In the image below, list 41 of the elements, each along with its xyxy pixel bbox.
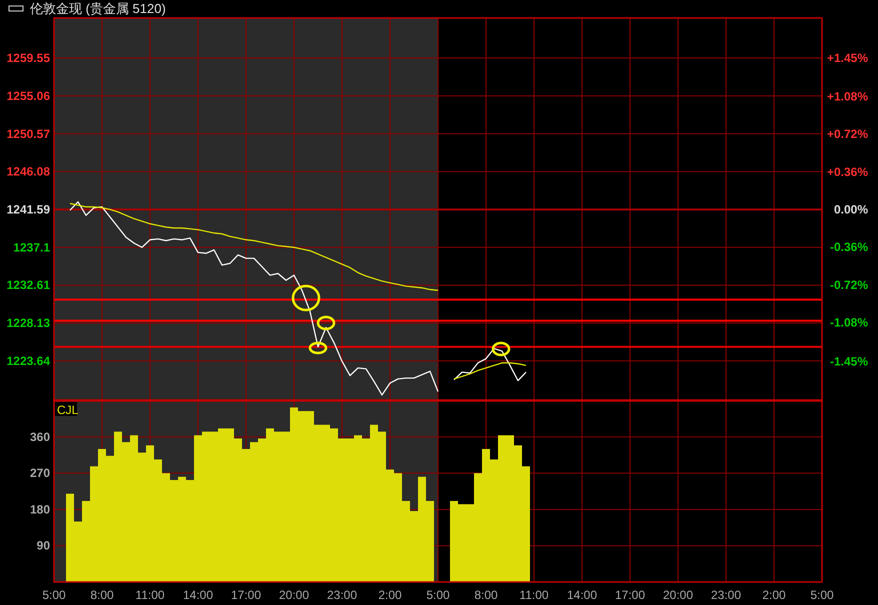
x-tick-label: 14:00	[566, 588, 598, 602]
y2-tick-label: -1.45%	[830, 354, 868, 368]
y2-tick-label: -1.08%	[830, 316, 868, 330]
x-tick-label: 20:00	[278, 588, 310, 602]
y2-tick-label: -0.72%	[830, 278, 868, 292]
chart-title: 伦敦金现 (贵金属 5120)	[30, 1, 166, 16]
y-tick-label: 1228.13	[6, 316, 50, 330]
x-tick-label: 20:00	[662, 588, 694, 602]
x-tick-label: 8:00	[474, 588, 498, 602]
y2-tick-label: 0.00%	[834, 202, 868, 217]
y-tick-label: 270	[30, 466, 50, 480]
y-tick-label: 1246.08	[6, 164, 50, 179]
x-tick-label: 11:00	[135, 588, 165, 602]
x-tick-label: 2:00	[762, 588, 786, 602]
y2-tick-label: +1.08%	[826, 89, 868, 104]
y-tick-label: 1232.61	[6, 278, 50, 292]
y2-tick-label: -0.36%	[830, 240, 868, 254]
x-tick-label: 5:00	[810, 588, 834, 602]
x-tick-label: 17:00	[230, 588, 262, 602]
x-tick-label: 11:00	[519, 588, 549, 602]
y-tick-label: 180	[30, 502, 50, 516]
y-tick-label: 1255.06	[6, 88, 50, 103]
x-tick-label: 8:00	[90, 588, 114, 602]
x-tick-label: 23:00	[710, 588, 742, 602]
y-tick-label: 1259.55	[6, 51, 50, 66]
y-tick-label: 1223.64	[6, 354, 50, 368]
y2-tick-label: +0.36%	[826, 164, 868, 179]
y-tick-label: 1250.57	[6, 126, 50, 141]
y-tick-label: 1241.59	[6, 202, 50, 217]
y2-tick-label: +1.45%	[826, 50, 868, 65]
chart-title: CJL	[57, 403, 79, 417]
x-tick-label: 17:00	[614, 588, 646, 602]
x-tick-label: 5:00	[426, 588, 450, 602]
y-tick-label: 90	[36, 538, 50, 553]
x-tick-label: 23:00	[326, 588, 358, 602]
y-tick-label: 360	[30, 430, 50, 444]
y-tick-label: 1237.1	[13, 240, 50, 254]
x-tick-label: 14:00	[182, 588, 214, 602]
x-tick-label: 5:00	[42, 588, 66, 602]
x-tick-label: 2:00	[378, 588, 402, 602]
y2-tick-label: +0.72%	[826, 127, 868, 142]
